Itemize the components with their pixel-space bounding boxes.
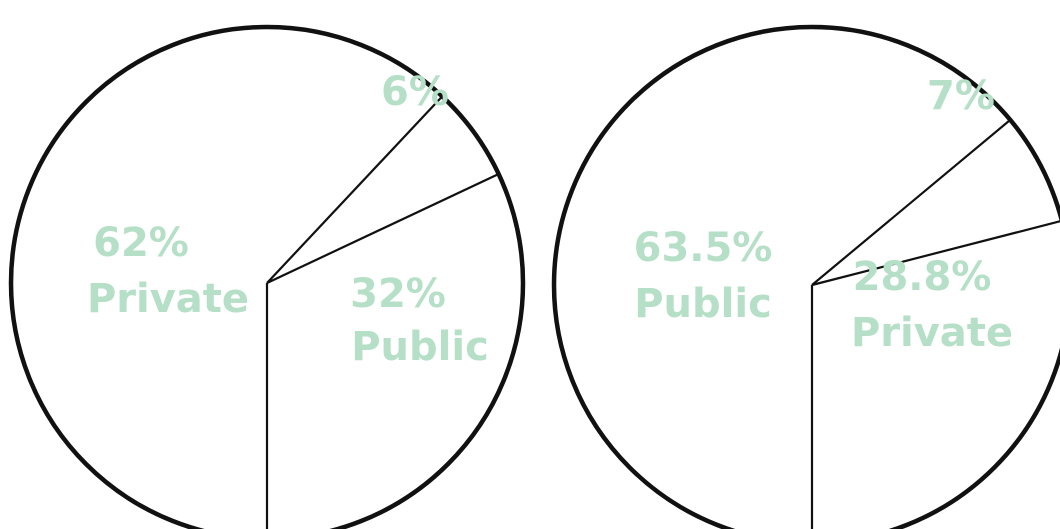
pie-2-outline bbox=[551, 24, 1060, 529]
pie-chart-1: 32% Public 6% 62% Private bbox=[8, 24, 526, 529]
pie-2-slice-2-value-label: 7% bbox=[927, 73, 995, 119]
pie-2-slice-3-edge bbox=[811, 119, 1011, 286]
pie-1-slice-1-value-label: 32% bbox=[350, 271, 446, 317]
pie-chart-2: 28.8% Private 7% 63.5% Public bbox=[551, 24, 1060, 529]
pie-2-slice-1-value-label: 28.8% bbox=[853, 254, 992, 300]
pie-2-slice-2-edge bbox=[811, 220, 1060, 287]
pie-1-slice-2-value-label: 6% bbox=[381, 69, 449, 115]
pie-2-slice-3-value-label: 63.5% bbox=[634, 225, 773, 271]
pie-1-slice-2-edge bbox=[266, 173, 500, 284]
pie-1-slice-3-edge bbox=[266, 95, 444, 284]
pie-2-slice-3-category-label: Public bbox=[634, 281, 772, 327]
pie-1-outline bbox=[8, 24, 526, 529]
pie-1-slice-3-value-label: 62% bbox=[93, 220, 189, 266]
pie-1-slice-3-category-label: Private bbox=[87, 276, 249, 322]
pie-2-slice-1-category-label: Private bbox=[851, 310, 1013, 356]
pie-1-slice-1-category-label: Public bbox=[351, 324, 489, 370]
